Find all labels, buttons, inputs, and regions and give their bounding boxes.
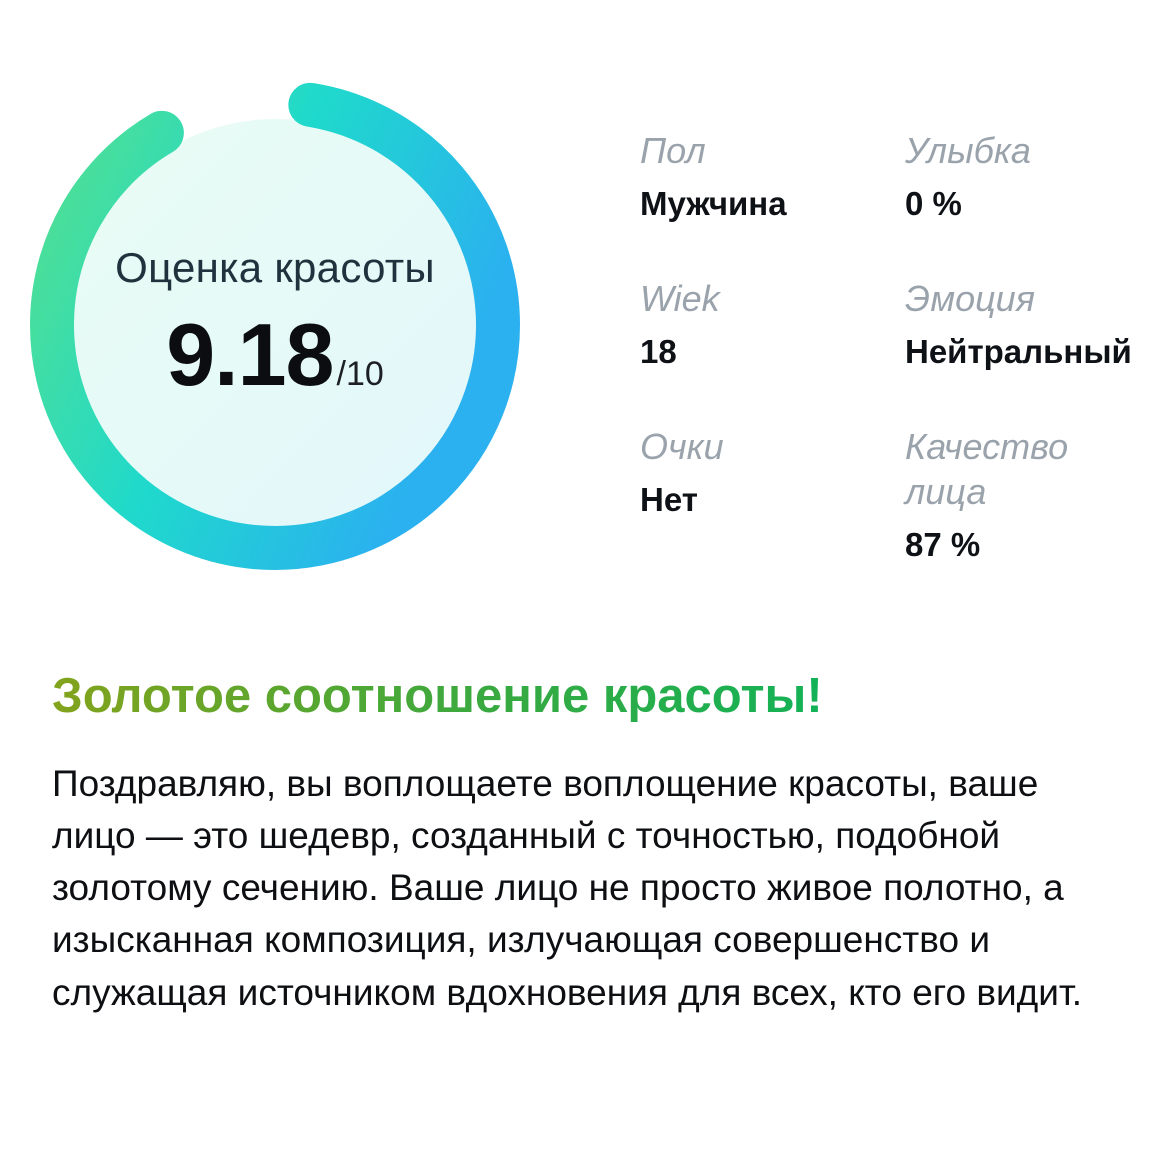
stat-age-label: Wiek	[640, 277, 720, 319]
gauge-progress-arc	[30, 80, 520, 570]
stat-emotion: Эмоция Нейтральный	[905, 276, 1170, 374]
beauty-score-gauge: Оценка красоты 9.18 /10	[25, 75, 525, 575]
gauge-ring-graphic	[30, 80, 520, 570]
score-display: 9.18 /10	[166, 304, 384, 406]
score-value: 9.18	[166, 305, 334, 404]
result-heading: Золотое соотношение красоты!	[52, 669, 823, 723]
stat-glasses: Очки Нет	[640, 424, 905, 567]
gauge-center-content: Оценка красоты 9.18 /10	[25, 75, 525, 575]
stat-emotion-label: Эмоция	[905, 277, 1035, 319]
stat-emotion-value: Нейтральный	[905, 332, 1132, 370]
stat-age-value: 18	[640, 332, 677, 370]
stat-gender: Пол Мужчина	[640, 128, 905, 226]
attributes-grid: Пол Мужчина Улыбка 0 % Wiek 18 Эмоция Не…	[640, 128, 1170, 567]
stat-face-quality-label: Качество лица	[905, 425, 1069, 512]
gauge-inner-circle	[69, 119, 481, 531]
stat-smile: Улыбка 0 %	[905, 128, 1170, 226]
stat-age: Wiek 18	[640, 276, 905, 374]
result-description: Поздравляю, вы воплощаете воплощение кра…	[52, 763, 1083, 1013]
stat-glasses-label: Очки	[640, 425, 724, 467]
stat-smile-label: Улыбка	[905, 130, 1031, 171]
gauge-title: Оценка красоты	[115, 244, 435, 291]
score-denominator: /10	[336, 355, 384, 393]
stat-glasses-value: Нет	[640, 480, 698, 518]
stat-gender-value: Мужчина	[640, 185, 787, 222]
stat-gender-label: Пол	[640, 130, 706, 171]
stat-smile-value: 0 %	[905, 185, 962, 222]
stat-face-quality: Качество лица 87 %	[905, 424, 1170, 567]
stat-face-quality-value: 87 %	[905, 525, 981, 563]
